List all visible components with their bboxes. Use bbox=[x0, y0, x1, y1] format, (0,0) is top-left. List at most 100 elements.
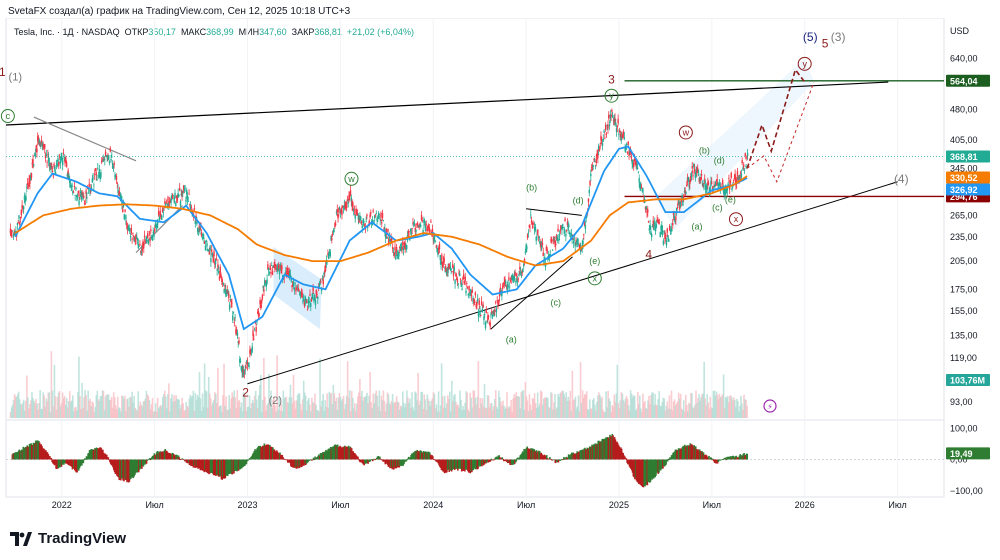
volume-bar bbox=[394, 402, 397, 418]
volume-bar bbox=[224, 405, 226, 418]
candle-body bbox=[265, 282, 267, 287]
candle-body bbox=[300, 291, 303, 294]
wave-label: (e) bbox=[589, 256, 600, 266]
candle-body bbox=[526, 234, 529, 238]
volume-bar bbox=[150, 404, 153, 418]
candle-body bbox=[88, 183, 90, 188]
volume-bar bbox=[159, 405, 162, 418]
volume-bar bbox=[390, 401, 393, 418]
candle-body bbox=[303, 301, 306, 307]
volume-bar bbox=[11, 404, 14, 418]
candle-body bbox=[659, 231, 661, 238]
volume-bar bbox=[458, 407, 460, 418]
candle-body bbox=[263, 289, 265, 292]
candle-body bbox=[678, 200, 680, 205]
volume-bar bbox=[381, 399, 384, 418]
volume-bar bbox=[251, 399, 254, 418]
candle-body bbox=[190, 207, 193, 209]
candle-body bbox=[250, 351, 253, 353]
volume-bar bbox=[311, 397, 313, 418]
volume-bar bbox=[522, 390, 525, 418]
candle-body bbox=[179, 187, 181, 191]
volume-bar bbox=[366, 392, 368, 418]
candle-body bbox=[16, 222, 19, 226]
volume-bar bbox=[298, 393, 301, 418]
volume-bar bbox=[349, 411, 352, 418]
volume-bar bbox=[154, 403, 157, 418]
candle-body bbox=[579, 244, 581, 248]
volume-bar bbox=[242, 392, 245, 418]
volume-bar bbox=[326, 393, 329, 418]
volume-bar bbox=[475, 404, 478, 418]
volume-bar bbox=[358, 392, 360, 418]
volume-bar bbox=[656, 405, 658, 418]
lower-trendline bbox=[247, 181, 898, 385]
candle-body bbox=[374, 214, 377, 216]
volume-bar bbox=[368, 395, 370, 418]
candle-body bbox=[569, 236, 572, 238]
candle-body bbox=[423, 221, 426, 223]
oscillator-bar bbox=[722, 459, 724, 461]
oscillator-bar bbox=[313, 459, 316, 461]
volume-bar bbox=[490, 402, 493, 418]
volume-bar bbox=[547, 397, 549, 418]
volume-bar bbox=[413, 410, 415, 418]
candle-body bbox=[220, 274, 222, 277]
volume-bar bbox=[723, 407, 726, 418]
volume-bar bbox=[28, 408, 30, 418]
candle-body bbox=[402, 248, 405, 251]
wave-label: 2 bbox=[242, 385, 249, 399]
volume-bar bbox=[711, 408, 714, 418]
candle-body bbox=[15, 230, 17, 232]
candle-body bbox=[583, 233, 585, 235]
candle-body bbox=[465, 290, 467, 294]
candle-body bbox=[317, 297, 319, 299]
candle-body bbox=[746, 152, 749, 156]
candle-body bbox=[356, 213, 359, 216]
candle-body bbox=[707, 183, 710, 185]
volume-bar bbox=[377, 406, 380, 418]
price-axis-badge-label: 294,76 bbox=[950, 192, 978, 202]
trendline-2022 bbox=[33, 116, 137, 162]
oscillator-bar bbox=[668, 459, 671, 461]
volume-bar bbox=[730, 397, 733, 418]
volume-bar bbox=[485, 407, 488, 418]
candle-body bbox=[600, 135, 602, 141]
candle-body bbox=[633, 162, 635, 168]
candle-body bbox=[555, 243, 557, 246]
candle-body bbox=[565, 229, 568, 231]
candle-body bbox=[592, 165, 594, 167]
candle-body bbox=[183, 189, 186, 191]
candle-body bbox=[330, 236, 332, 241]
volume-bar bbox=[595, 410, 597, 418]
candle-body bbox=[571, 238, 573, 241]
candle-body bbox=[618, 130, 621, 133]
price-chart[interactable]: 2022 Июл 2023 Июл 2024 Июл 2025 Июл 2026 Июл640,0… bbox=[0, 18, 1000, 518]
volume-bar bbox=[533, 393, 536, 418]
volume-bar bbox=[677, 392, 680, 418]
candle-body bbox=[709, 187, 711, 192]
candle-body bbox=[217, 264, 219, 268]
volume-bar bbox=[725, 397, 728, 418]
volume-bar bbox=[691, 393, 693, 418]
candle-body bbox=[534, 226, 537, 230]
volume-bar bbox=[572, 399, 575, 418]
candle-body bbox=[320, 281, 322, 283]
volume-bar bbox=[667, 408, 670, 418]
candle-body bbox=[154, 228, 156, 232]
volume-bar bbox=[162, 393, 165, 418]
volume-bar bbox=[32, 398, 34, 418]
candle-body bbox=[485, 310, 487, 314]
oscillator-bar bbox=[492, 459, 495, 461]
volume-bar bbox=[39, 390, 41, 418]
candle-body bbox=[448, 267, 451, 269]
candle-body bbox=[655, 223, 658, 228]
volume-bar bbox=[55, 409, 58, 418]
volume-bar bbox=[346, 361, 349, 418]
candle-body bbox=[67, 170, 69, 174]
candle-body bbox=[342, 205, 344, 208]
candle-body bbox=[568, 225, 570, 227]
candle-body bbox=[555, 235, 558, 240]
volume-bar bbox=[274, 405, 276, 418]
candle-body bbox=[546, 248, 548, 254]
